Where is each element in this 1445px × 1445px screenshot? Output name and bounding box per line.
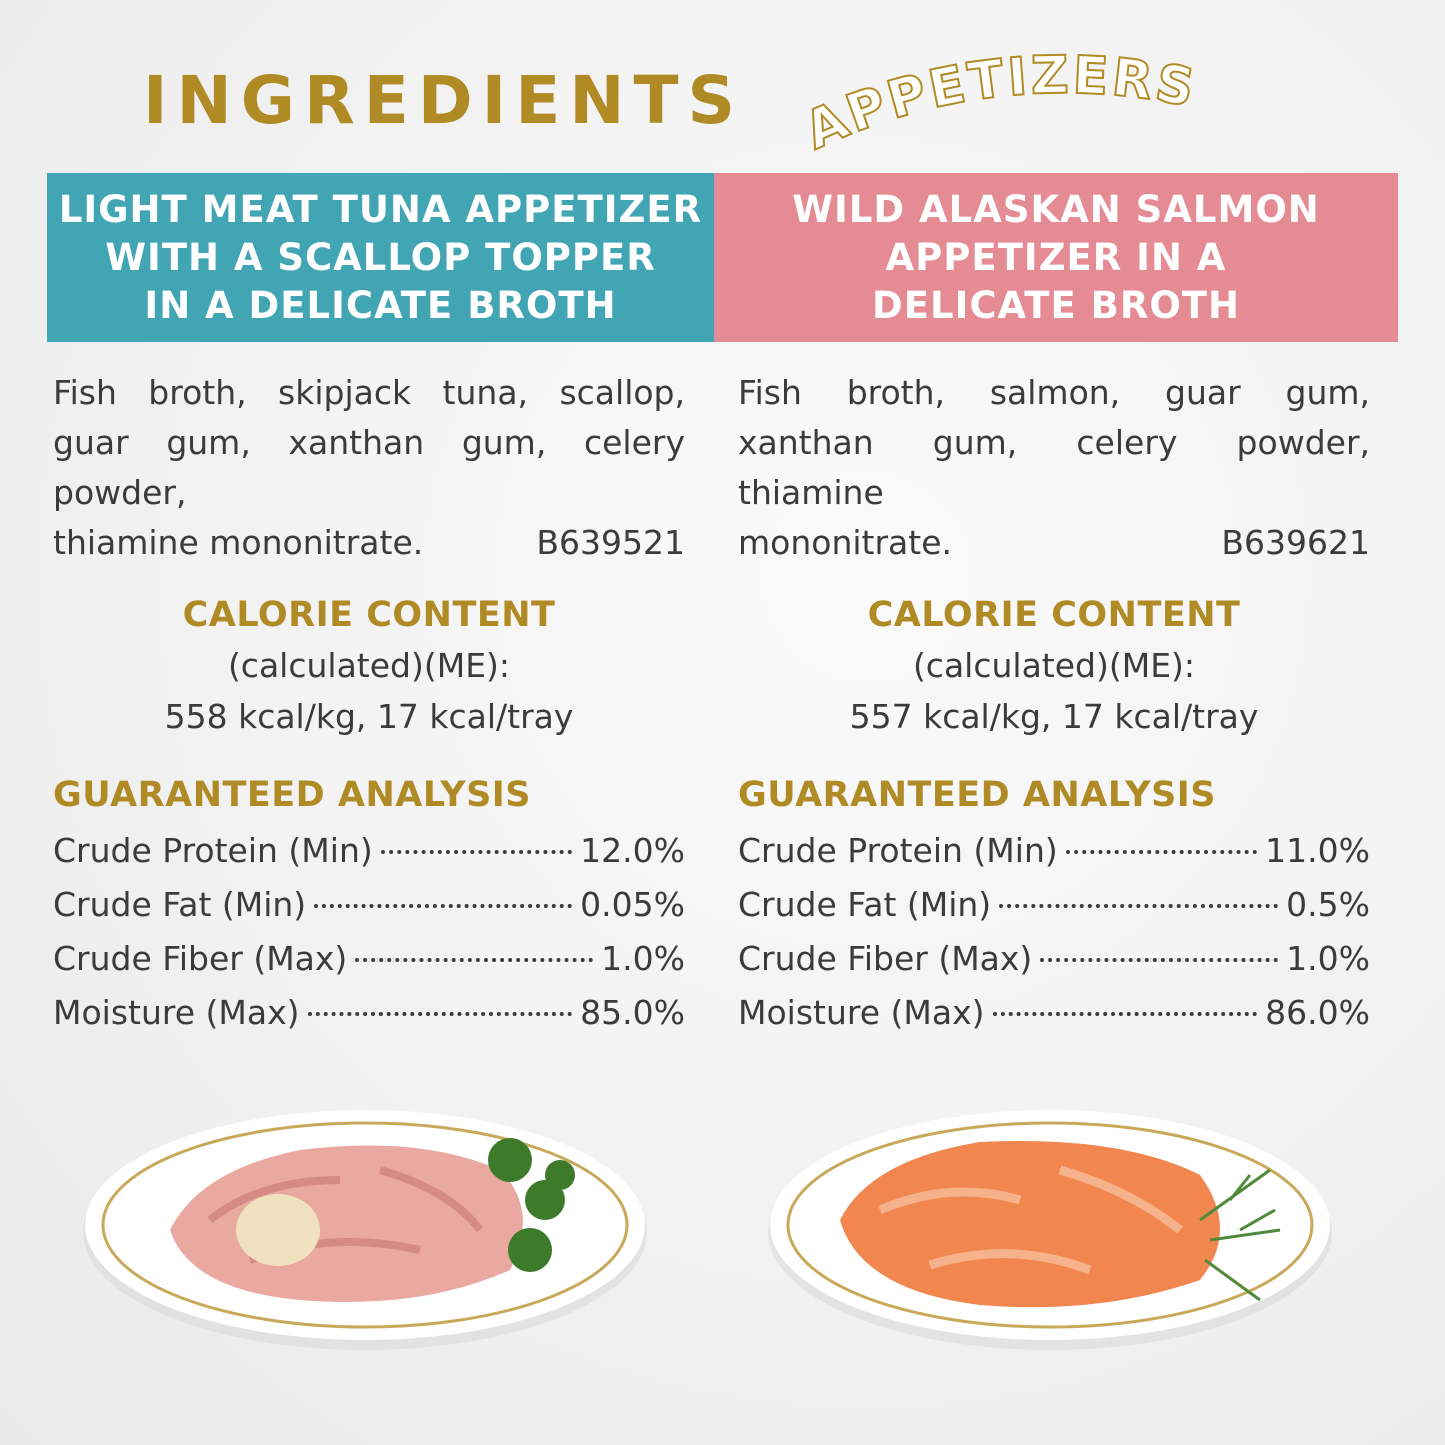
analysis-row: Crude Fat (Min) 0.05% bbox=[53, 878, 685, 932]
ingredients-text: Fish broth, skipjack tuna, scallop, guar… bbox=[53, 373, 685, 512]
salmon-plate bbox=[768, 1110, 1332, 1350]
analysis-heading: GUARANTEED ANALYSIS bbox=[738, 775, 1217, 815]
appetizers-arc-title: APPETIZERS bbox=[795, 45, 1201, 163]
food-plates-image bbox=[83, 1110, 1332, 1350]
analysis-label: Moisture (Max) bbox=[738, 993, 985, 1032]
analysis-row: Moisture (Max) 85.0% bbox=[53, 986, 685, 1040]
analysis-heading: GUARANTEED ANALYSIS bbox=[53, 775, 532, 815]
appetizers-text: APPETIZERS bbox=[795, 45, 1199, 163]
calorie-note: (calculated)(ME): bbox=[912, 646, 1196, 685]
calorie-content: CALORIE CONTENT (calculated)(ME): 558 kc… bbox=[53, 590, 685, 742]
tuna-name-line: WITH A SCALLOP TOPPER bbox=[105, 235, 656, 279]
analysis-label: Crude Fat (Min) bbox=[53, 885, 307, 924]
product-code: B639621 bbox=[1221, 523, 1370, 562]
calorie-note: (calculated)(ME): bbox=[227, 646, 511, 685]
guaranteed-analysis: GUARANTEED ANALYSIS Crude Protein (Min) 1… bbox=[738, 770, 1370, 1040]
salmon-name-line: APPETIZER IN A bbox=[885, 235, 1227, 279]
analysis-row: Crude Fiber (Max) 1.0% bbox=[738, 932, 1370, 986]
product-code: B639521 bbox=[536, 523, 685, 562]
analysis-value: 11.0% bbox=[1265, 831, 1370, 870]
salmon-banner: WILD ALASKAN SALMON APPETIZER IN A DELIC… bbox=[714, 173, 1398, 342]
ingredients-end: thiamine mononitrate. bbox=[53, 523, 424, 562]
analysis-label: Crude Protein (Min) bbox=[738, 831, 1058, 870]
analysis-value: 85.0% bbox=[580, 993, 685, 1032]
analysis-value: 1.0% bbox=[601, 939, 685, 978]
tuna-column: Fish broth, skipjack tuna, scallop, guar… bbox=[53, 368, 685, 1040]
ingredients-text: Fish broth, salmon, guar gum, xanthan gu… bbox=[738, 373, 1370, 512]
analysis-label: Crude Fat (Min) bbox=[738, 885, 992, 924]
tuna-name-line: IN A DELICATE BROTH bbox=[144, 283, 617, 327]
calorie-value: 558 kcal/kg, 17 kcal/tray bbox=[164, 697, 574, 736]
calorie-value: 557 kcal/kg, 17 kcal/tray bbox=[849, 697, 1259, 736]
analysis-label: Crude Fiber (Max) bbox=[738, 939, 1033, 978]
analysis-value: 0.5% bbox=[1286, 885, 1370, 924]
analysis-value: 1.0% bbox=[1286, 939, 1370, 978]
svg-text:APPETIZERS: APPETIZERS bbox=[796, 46, 1201, 162]
analysis-value: 86.0% bbox=[1265, 993, 1370, 1032]
ingredients-end: mononitrate. bbox=[738, 523, 952, 562]
calorie-content: CALORIE CONTENT (calculated)(ME): 557 kc… bbox=[738, 590, 1370, 742]
analysis-row: Crude Protein (Min) 12.0% bbox=[53, 824, 685, 878]
salmon-column: Fish broth, salmon, guar gum, xanthan gu… bbox=[738, 368, 1370, 1040]
analysis-label: Crude Fiber (Max) bbox=[53, 939, 348, 978]
parsley-garnish bbox=[488, 1138, 575, 1272]
calorie-heading: CALORIE CONTENT bbox=[867, 595, 1241, 635]
analysis-row: Moisture (Max) 86.0% bbox=[738, 986, 1370, 1040]
analysis-row: Crude Fat (Min) 0.5% bbox=[738, 878, 1370, 932]
analysis-label: Moisture (Max) bbox=[53, 993, 300, 1032]
tuna-banner: LIGHT MEAT TUNA APPETIZER WITH A SCALLOP… bbox=[47, 173, 714, 342]
analysis-row: Crude Fiber (Max) 1.0% bbox=[53, 932, 685, 986]
analysis-row: Crude Protein (Min) 11.0% bbox=[738, 824, 1370, 878]
salmon-name-line: WILD ALASKAN SALMON bbox=[792, 187, 1320, 231]
analysis-label: Crude Protein (Min) bbox=[53, 831, 373, 870]
salmon-name-line: DELICATE BROTH bbox=[872, 283, 1240, 327]
tuna-name-line: LIGHT MEAT TUNA APPETIZER bbox=[58, 187, 703, 231]
analysis-value: 0.05% bbox=[580, 885, 685, 924]
tuna-plate bbox=[83, 1110, 647, 1350]
page-title: INGREDIENTS bbox=[143, 62, 745, 139]
dill-garnish bbox=[1199, 1168, 1281, 1302]
guaranteed-analysis: GUARANTEED ANALYSIS Crude Protein (Min) 1… bbox=[53, 770, 685, 1040]
analysis-value: 12.0% bbox=[580, 831, 685, 870]
calorie-heading: CALORIE CONTENT bbox=[182, 595, 556, 635]
